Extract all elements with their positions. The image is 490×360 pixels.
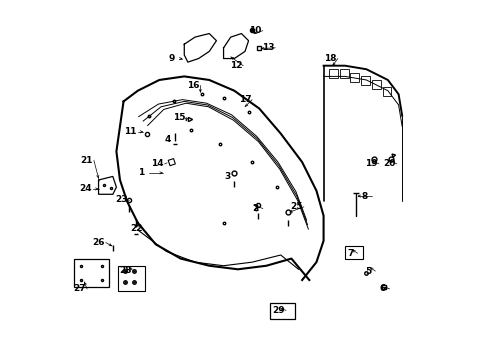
Bar <box>383 87 392 96</box>
Text: 5: 5 <box>365 267 371 276</box>
Text: 4: 4 <box>165 135 172 144</box>
Text: 16: 16 <box>187 81 199 90</box>
Text: 13: 13 <box>262 43 274 52</box>
Bar <box>372 80 381 89</box>
Text: 3: 3 <box>224 172 230 181</box>
Text: 18: 18 <box>324 54 337 63</box>
Text: 25: 25 <box>291 202 303 211</box>
Text: 14: 14 <box>151 159 164 168</box>
Bar <box>329 69 338 78</box>
Text: 10: 10 <box>249 26 262 35</box>
Text: 17: 17 <box>239 95 251 104</box>
Text: 26: 26 <box>92 238 105 247</box>
Bar <box>340 69 348 78</box>
Text: 19: 19 <box>366 159 378 168</box>
Bar <box>345 246 363 258</box>
Text: 8: 8 <box>362 192 368 201</box>
Text: 23: 23 <box>116 195 128 204</box>
Text: 6: 6 <box>379 284 386 293</box>
Text: 24: 24 <box>80 184 92 193</box>
Text: 21: 21 <box>80 156 93 165</box>
Bar <box>118 266 145 291</box>
Bar <box>270 303 295 319</box>
Text: 11: 11 <box>124 127 137 136</box>
Text: 29: 29 <box>272 306 285 315</box>
Text: 12: 12 <box>230 61 243 70</box>
Text: 15: 15 <box>173 113 186 122</box>
Text: 20: 20 <box>384 159 396 168</box>
Bar <box>350 73 359 82</box>
Text: 9: 9 <box>169 54 175 63</box>
Text: 1: 1 <box>138 168 145 177</box>
Text: 22: 22 <box>130 224 142 233</box>
Text: 28: 28 <box>119 266 132 275</box>
Bar <box>361 76 370 85</box>
Text: 27: 27 <box>74 284 86 293</box>
Text: 7: 7 <box>347 249 354 258</box>
Text: 2: 2 <box>252 204 259 213</box>
